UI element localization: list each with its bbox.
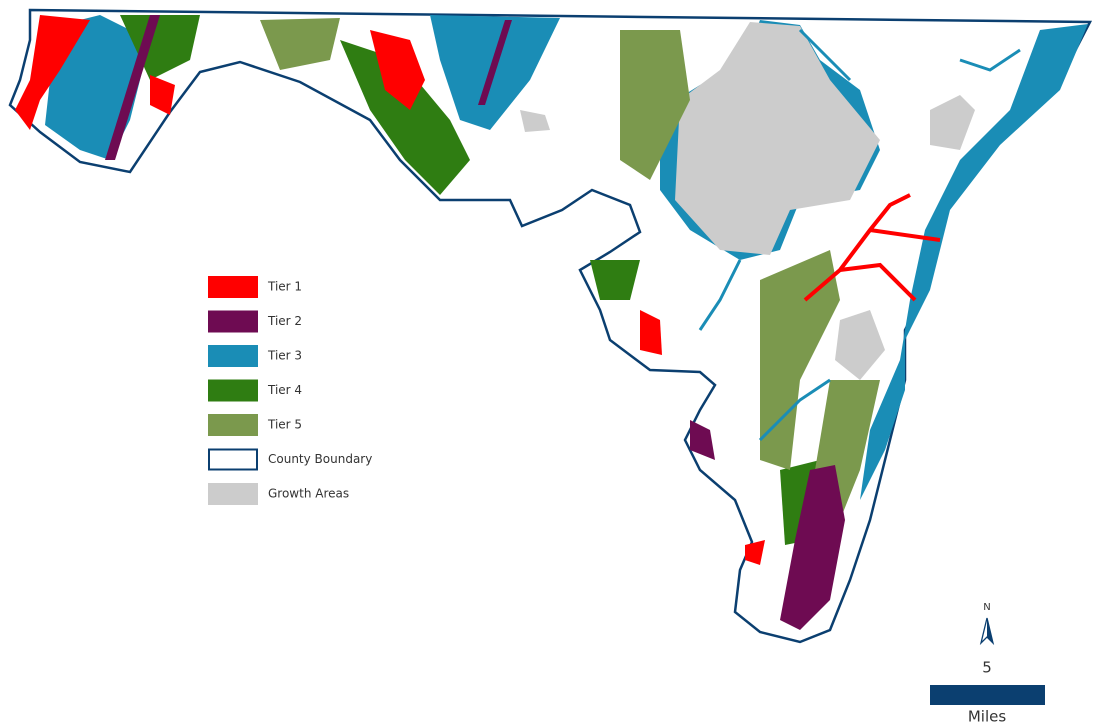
tier-1-stream — [839, 262, 917, 302]
legend-label: Tier 1 — [267, 280, 302, 294]
legend-swatch — [208, 310, 258, 333]
legend-label: Tier 5 — [267, 418, 302, 432]
legend-label: Tier 2 — [267, 314, 302, 328]
tier-5-area — [620, 30, 690, 180]
tier-2-area — [478, 20, 512, 105]
tier-4-area — [340, 40, 470, 195]
legend-swatch — [208, 448, 258, 471]
tier-4-area — [120, 15, 200, 80]
legend-swatch — [208, 483, 258, 505]
county-outline — [8, 8, 1093, 644]
growth-area — [675, 22, 880, 255]
tier-2-area — [105, 15, 160, 160]
scale-distance: 5 — [982, 659, 992, 677]
north-label: N — [983, 602, 990, 613]
scale-bar: 5 Miles — [930, 659, 1045, 725]
tier-1-area — [640, 310, 662, 355]
north-arrow-icon — [987, 618, 993, 643]
legend: Tier 1 Tier 2 Tier 3 Tier 4 Tier 5 County Bou… — [208, 276, 372, 505]
legend-swatch — [208, 414, 258, 436]
tier-1-area — [15, 15, 90, 130]
tier-1-area — [150, 75, 175, 115]
tier-2-area — [780, 465, 845, 630]
tier-2-area — [690, 420, 715, 460]
tier-1-area — [745, 540, 765, 565]
legend-label: Tier 4 — [267, 383, 302, 397]
growth-area — [930, 95, 975, 150]
growth-area — [835, 310, 885, 380]
tier-5-area — [760, 250, 840, 470]
legend-swatch — [208, 379, 258, 402]
tier-3-area — [860, 24, 1088, 500]
tier-1-area — [370, 30, 425, 110]
legend-label: Growth Areas — [268, 487, 349, 501]
scale-bar-rect — [930, 685, 1045, 705]
tier-1-stream — [869, 228, 941, 242]
legend-swatch — [208, 276, 258, 298]
legend-swatch — [208, 345, 258, 367]
tier-5-area — [260, 18, 340, 70]
tier-3-stream — [758, 378, 831, 442]
county-map — [8, 8, 1093, 644]
legend-label: Tier 3 — [267, 349, 302, 363]
tier-3-stream — [798, 28, 852, 82]
tier-3-stream — [959, 48, 1021, 72]
tier-4-area — [590, 260, 640, 300]
growth-area — [520, 110, 550, 132]
tier-3-stream — [698, 259, 742, 331]
scale-unit: Miles — [968, 708, 1007, 725]
legend-label: County Boundary — [268, 452, 372, 466]
north-arrow: N — [979, 602, 995, 646]
